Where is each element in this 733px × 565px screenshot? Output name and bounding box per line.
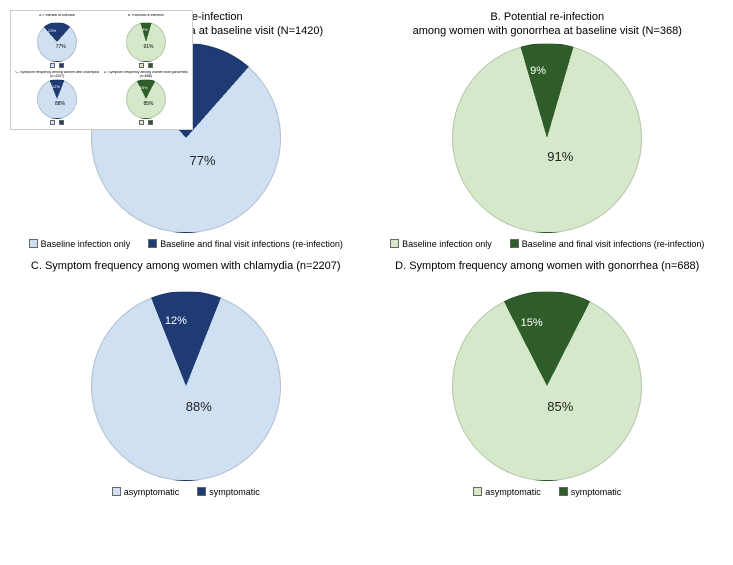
- legend-swatch: [112, 487, 121, 496]
- thumb-a-pie: 77% 23%: [37, 22, 77, 62]
- panel-b-pie: [452, 43, 642, 233]
- panel-d-sub-pct: 15%: [521, 317, 543, 329]
- thumb-d-legend: [139, 120, 153, 126]
- thumb-d: D. Symptom frequency among women with go…: [103, 71, 190, 126]
- panel-b-title-line2: among women with gonorrhea at baseline v…: [413, 25, 682, 37]
- panel-c-legend-item-0: asymptomatic: [112, 487, 180, 497]
- thumb-a-legend: [50, 63, 64, 69]
- thumb-swatch: [50, 120, 55, 125]
- thumb-swatch: [139, 120, 144, 125]
- panel-d-legend-item-0: asymptomatic: [473, 487, 541, 497]
- thumb-swatch: [139, 63, 144, 68]
- legend-swatch: [390, 239, 399, 248]
- legend-label: symptomatic: [571, 487, 622, 497]
- panel-c: C. Symptom frequency among women with ch…: [10, 259, 362, 498]
- panel-b-sub-pct: 9%: [530, 65, 546, 77]
- panel-a-main-pct: 77%: [190, 153, 216, 168]
- thumb-b-title: B. Potential re-infection: [128, 14, 164, 22]
- legend-swatch: [510, 239, 519, 248]
- panel-c-title: C. Symptom frequency among women with ch…: [31, 259, 341, 287]
- legend-label: Baseline and final visit infections (re-…: [160, 239, 343, 249]
- thumb-b-legend: [139, 63, 153, 69]
- chart-grid: A. Potential re-infection among women wi…: [10, 10, 723, 497]
- panel-c-title-line1: C. Symptom frequency among women with ch…: [31, 260, 341, 272]
- panel-b-legend: Baseline infection only Baseline and fin…: [390, 239, 704, 249]
- thumb-swatch: [59, 63, 64, 68]
- thumb-c-pie: 88% 12%: [37, 79, 77, 119]
- thumb-a-sub: 23%: [48, 28, 56, 33]
- panel-b-title: B. Potential re-infection among women wi…: [413, 10, 682, 39]
- legend-label: Baseline infection only: [41, 239, 131, 249]
- thumb-c-sub: 12%: [52, 84, 60, 89]
- panel-a-legend-item-1: Baseline and final visit infections (re-…: [148, 239, 343, 249]
- panel-b-legend-item-0: Baseline infection only: [390, 239, 492, 249]
- panel-d: D. Symptom frequency among women with go…: [372, 259, 724, 498]
- panel-c-legend: asymptomatic symptomatic: [112, 487, 260, 497]
- thumb-swatch: [50, 63, 55, 68]
- legend-label: Baseline and final visit infections (re-…: [522, 239, 705, 249]
- legend-swatch: [197, 487, 206, 496]
- panel-c-main-pct: 88%: [186, 399, 212, 414]
- thumb-d-sub: 15%: [140, 85, 148, 90]
- thumb-a-title: A. Potential re-infection: [39, 14, 75, 22]
- legend-swatch: [473, 487, 482, 496]
- thumb-a: A. Potential re-infection 77% 23%: [14, 14, 101, 69]
- legend-label: asymptomatic: [124, 487, 180, 497]
- legend-label: asymptomatic: [485, 487, 541, 497]
- thumb-swatch: [148, 63, 153, 68]
- legend-label: symptomatic: [209, 487, 260, 497]
- panel-c-sub-pct: 12%: [165, 315, 187, 327]
- panel-d-legend: asymptomatic symptomatic: [473, 487, 621, 497]
- thumb-swatch: [148, 120, 153, 125]
- thumb-c-main: 88%: [55, 101, 65, 107]
- panel-d-pie-wrap: 85% 15%: [452, 291, 642, 481]
- thumb-c-legend: [50, 120, 64, 126]
- thumb-a-main: 77%: [56, 44, 66, 50]
- thumbnail-overlay: A. Potential re-infection 77% 23% B. Pot…: [10, 10, 193, 130]
- panel-d-pie: [452, 291, 642, 481]
- panel-d-title-line1: D. Symptom frequency among women with go…: [395, 260, 699, 272]
- thumb-c-title: C. Symptom frequency among women with ch…: [14, 71, 101, 79]
- panel-b-pie-wrap: 91% 9%: [452, 43, 642, 233]
- panel-b-main-pct: 91%: [547, 149, 573, 164]
- legend-label: Baseline infection only: [402, 239, 492, 249]
- panel-a: A. Potential re-infection among women wi…: [10, 10, 362, 249]
- panel-c-legend-item-1: symptomatic: [197, 487, 260, 497]
- panel-c-pie-wrap: 88% 12%: [91, 291, 281, 481]
- thumb-b-sub: 9%: [142, 27, 148, 32]
- panel-b: B. Potential re-infection among women wi…: [372, 10, 724, 249]
- panel-b-legend-item-1: Baseline and final visit infections (re-…: [510, 239, 705, 249]
- thumb-swatch: [59, 120, 64, 125]
- thumb-d-title: D. Symptom frequency among women with go…: [103, 71, 190, 79]
- panel-a-legend-item-0: Baseline infection only: [29, 239, 131, 249]
- legend-swatch: [29, 239, 38, 248]
- panel-b-title-line1: B. Potential re-infection: [490, 11, 604, 23]
- legend-swatch: [148, 239, 157, 248]
- thumb-b-pie: 91% 9%: [126, 22, 166, 62]
- panel-d-title: D. Symptom frequency among women with go…: [395, 259, 699, 287]
- thumb-b-main: 91%: [143, 44, 153, 50]
- panel-d-legend-item-1: symptomatic: [559, 487, 622, 497]
- panel-d-main-pct: 85%: [547, 399, 573, 414]
- thumb-c: C. Symptom frequency among women with ch…: [14, 71, 101, 126]
- thumb-d-main: 85%: [143, 101, 153, 107]
- thumb-d-pie: 85% 15%: [126, 79, 166, 119]
- panel-a-legend: Baseline infection only Baseline and fin…: [29, 239, 343, 249]
- thumb-b: B. Potential re-infection 91% 9%: [103, 14, 190, 69]
- legend-swatch: [559, 487, 568, 496]
